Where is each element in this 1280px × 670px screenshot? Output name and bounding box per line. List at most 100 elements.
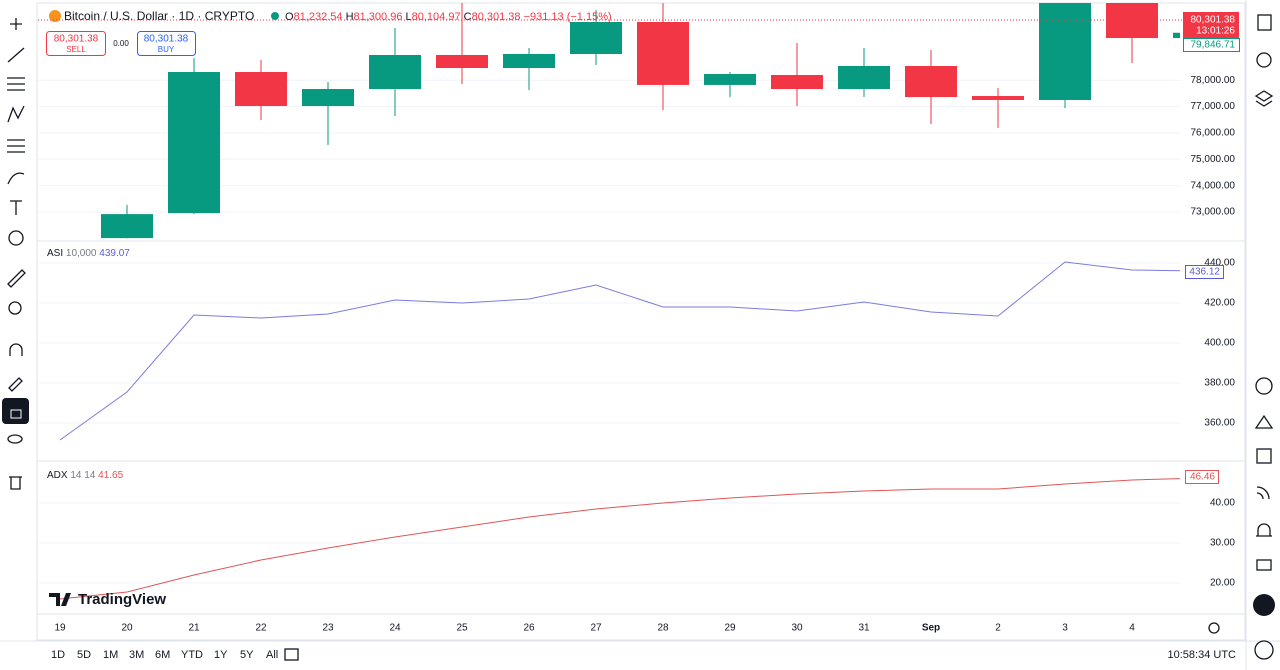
candle-body	[369, 55, 421, 90]
delete-tool[interactable]	[9, 476, 22, 490]
candle-body	[905, 65, 957, 98]
left-toolbar	[2, 18, 29, 490]
x-tick-label: 28	[657, 623, 669, 634]
prev-price: 79,846.71	[1191, 40, 1236, 51]
indicator-line	[59, 261, 1180, 441]
trendline-tool[interactable]	[7, 47, 25, 63]
y-tick-label: 73,000.00	[1191, 207, 1236, 218]
date-range-icon[interactable]	[284, 648, 299, 661]
timeframe-button[interactable]: All	[266, 649, 278, 661]
candle-body	[1039, 3, 1091, 100]
x-tick-label: 21	[188, 623, 200, 634]
lock-draw-tool[interactable]	[8, 377, 23, 392]
y-tick-label: 30.00	[1210, 538, 1235, 549]
buy-label: BUY	[158, 45, 175, 54]
sell-button[interactable]	[46, 31, 106, 56]
y-tick-label: 78,000.00	[1191, 75, 1236, 86]
help-icon[interactable]	[1254, 640, 1274, 660]
brush-tool[interactable]	[7, 172, 25, 185]
candle-body	[838, 65, 890, 90]
x-tick-label: 29	[724, 623, 736, 634]
x-tick-label: 2	[995, 623, 1001, 634]
timeframe-button[interactable]: 6M	[155, 649, 170, 661]
y-tick-label: 360.00	[1204, 418, 1235, 429]
x-tick-label: 22	[255, 623, 267, 634]
magnet-tool[interactable]	[9, 343, 23, 356]
forecast-tool[interactable]	[7, 139, 25, 153]
target-icon[interactable]	[1255, 377, 1273, 395]
chart-frame	[36, 2, 1246, 641]
timeframe-button[interactable]: YTD	[181, 649, 203, 661]
candle-body	[168, 72, 220, 214]
asi-last: 436.12	[1189, 267, 1220, 278]
candle-body	[101, 214, 153, 239]
y-tick-label: 76,000.00	[1191, 128, 1236, 139]
hide-tool[interactable]	[7, 434, 23, 444]
x-tick-label: 19	[54, 623, 66, 634]
timeframe-button[interactable]: 1M	[103, 649, 118, 661]
ohlc-row: O81,232.54 H81,300.96 L80,104.97 C80,301…	[285, 11, 612, 23]
timeframe-button[interactable]: 1Y	[214, 649, 228, 661]
fib-tool[interactable]	[7, 77, 25, 91]
adx-last: 46.46	[1190, 472, 1215, 483]
candle-body	[34, 259, 86, 277]
ideas-icon[interactable]	[1254, 414, 1274, 429]
x-tick-label: 24	[389, 623, 401, 634]
watchlist-icon[interactable]	[1257, 14, 1272, 31]
apps-button[interactable]	[1253, 594, 1275, 616]
candle-body	[637, 22, 689, 85]
timeframe-button[interactable]: 3M	[129, 649, 144, 661]
candle-body	[1106, 3, 1158, 39]
indicator-line	[59, 478, 1180, 600]
buy-price: 80,301.38	[144, 34, 189, 45]
zoom-tool[interactable]	[8, 301, 22, 315]
bell-icon[interactable]	[1256, 523, 1272, 537]
pane-0	[34, 3, 1180, 277]
candle-body	[302, 89, 354, 107]
candle-body	[570, 22, 622, 55]
y-tick-label: 420.00	[1204, 298, 1235, 309]
adx-legend: ADX 14 14 41.65	[47, 470, 124, 481]
y-tick-label: 74,000.00	[1191, 180, 1236, 191]
crosshair-tool[interactable]	[10, 18, 22, 30]
clock[interactable]: 10:58:34 UTC	[1168, 649, 1237, 661]
y-tick-label: 380.00	[1204, 378, 1235, 389]
ruler-tool[interactable]	[7, 269, 26, 288]
layers-icon[interactable]	[1254, 90, 1274, 107]
calendar-icon[interactable]	[1256, 448, 1272, 464]
chat-icon[interactable]	[1256, 559, 1272, 571]
last-price: 80,301.38	[1191, 15, 1236, 26]
sell-label: SELL	[66, 45, 86, 54]
x-tick-label: 31	[858, 623, 870, 634]
last-price-box	[1183, 12, 1239, 38]
feed-icon[interactable]	[1256, 486, 1270, 500]
market-status	[271, 12, 279, 20]
alerts-clock-icon[interactable]	[1256, 52, 1272, 68]
logo-text: TradingView	[78, 591, 166, 608]
settings-icon[interactable]	[1208, 622, 1220, 634]
sell-price: 80,301.38	[54, 34, 99, 45]
candle-body	[235, 72, 287, 107]
y-tick-label: 75,000.00	[1191, 154, 1236, 165]
symbol-title[interactable]: Bitcoin / U.S. Dollar · 1D · CRYPTO	[64, 9, 254, 23]
x-tick-label: 27	[590, 623, 602, 634]
timeframe-button[interactable]: 1D	[51, 649, 65, 661]
pane-2	[59, 478, 1180, 600]
pattern-tool[interactable]	[7, 105, 25, 123]
text-tool[interactable]	[10, 200, 22, 215]
emoji-tool[interactable]	[8, 230, 24, 246]
lock-button[interactable]	[2, 398, 29, 424]
lock-icon	[10, 409, 22, 419]
timeframe-button[interactable]: 5Y	[240, 649, 254, 661]
coin-icon	[49, 10, 61, 22]
y-tick-label: 77,000.00	[1191, 101, 1236, 112]
x-tick-label: 4	[1129, 623, 1135, 634]
y-tick-label: 40.00	[1210, 498, 1235, 509]
x-tick-label: 3	[1062, 623, 1068, 634]
pane-1	[59, 261, 1180, 441]
buy-button[interactable]	[137, 31, 196, 56]
asi-legend: ASI 10,000 439.07	[47, 248, 130, 259]
timeframe-button[interactable]: 5D	[77, 649, 91, 661]
y-tick-label: 440.00	[1204, 258, 1235, 269]
candle-body	[503, 54, 555, 69]
